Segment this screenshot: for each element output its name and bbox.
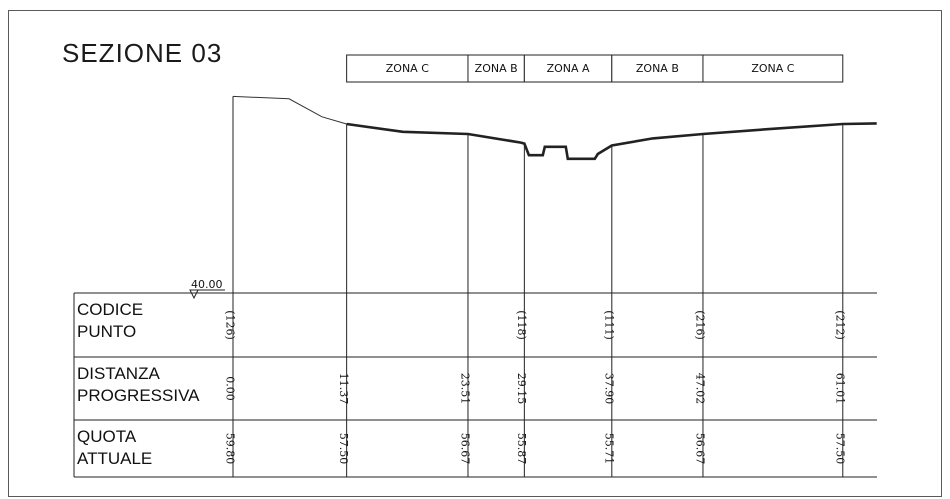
station-elevation-value: 55.87	[515, 433, 528, 465]
station-distance-value: 11.37	[337, 373, 350, 405]
row-label: DISTANZA	[77, 364, 160, 383]
station-elevation-value: 55.71	[602, 433, 615, 465]
station-distance-value: 0.00	[224, 376, 237, 401]
station-lines	[232, 96, 844, 477]
zone-label: ZONA C	[751, 62, 794, 75]
station-distance-value: 61.01	[833, 373, 846, 405]
zone-cell	[346, 54, 469, 83]
datum-marker: 40.00	[189, 278, 225, 300]
zone-bar: ZONA C ZONA B ZONA A ZONA B ZONA C	[346, 54, 844, 83]
station-elevation-value: 57.50	[833, 433, 846, 465]
station-distance-value: 23.51	[458, 373, 471, 405]
row-label: PUNTO	[77, 322, 136, 341]
station-elevation-value: 56.67	[458, 433, 471, 465]
station-elevation-value: 57.50	[337, 433, 350, 465]
section-title: SEZIONE 03	[62, 38, 222, 68]
station-distance-value: 47.02	[693, 373, 706, 405]
station-distance-value: 29.15	[515, 373, 528, 405]
station-elevation-value: 56.67	[693, 433, 706, 465]
zone-label: ZONA A	[547, 62, 590, 75]
zone-cell	[611, 54, 704, 83]
zone-cell	[702, 54, 844, 83]
station-code-value: (111)	[602, 310, 615, 340]
station-distance-value: 37.90	[602, 373, 615, 405]
station-elevation-value: 59.80	[224, 433, 237, 465]
data-table: CODICE PUNTO DISTANZA PROGRESSIVA QUOTA ATTUA…	[73, 292, 877, 478]
row-label: QUOTA	[77, 427, 137, 446]
zone-label: ZONA C	[386, 62, 429, 75]
row-label: ATTUALE	[77, 449, 152, 468]
row-label: PROGRESSIVA	[77, 386, 200, 405]
zone-label: ZONA B	[636, 62, 679, 75]
station-code-value: (118)	[515, 310, 528, 340]
zone-label: ZONA B	[475, 62, 518, 75]
station-code-value: (212)	[833, 310, 846, 340]
ground-profile-thin-line	[232, 95, 347, 125]
drawing-frame	[8, 10, 942, 497]
datum-label: 40.00	[191, 278, 223, 291]
zone-cell	[467, 54, 525, 83]
ground-profile-line	[346, 122, 877, 161]
row-label: CODICE	[77, 300, 143, 319]
datum-triangle-icon	[189, 289, 199, 300]
station-code-value: (216)	[693, 310, 706, 340]
station-code-value: (126)	[224, 310, 237, 340]
